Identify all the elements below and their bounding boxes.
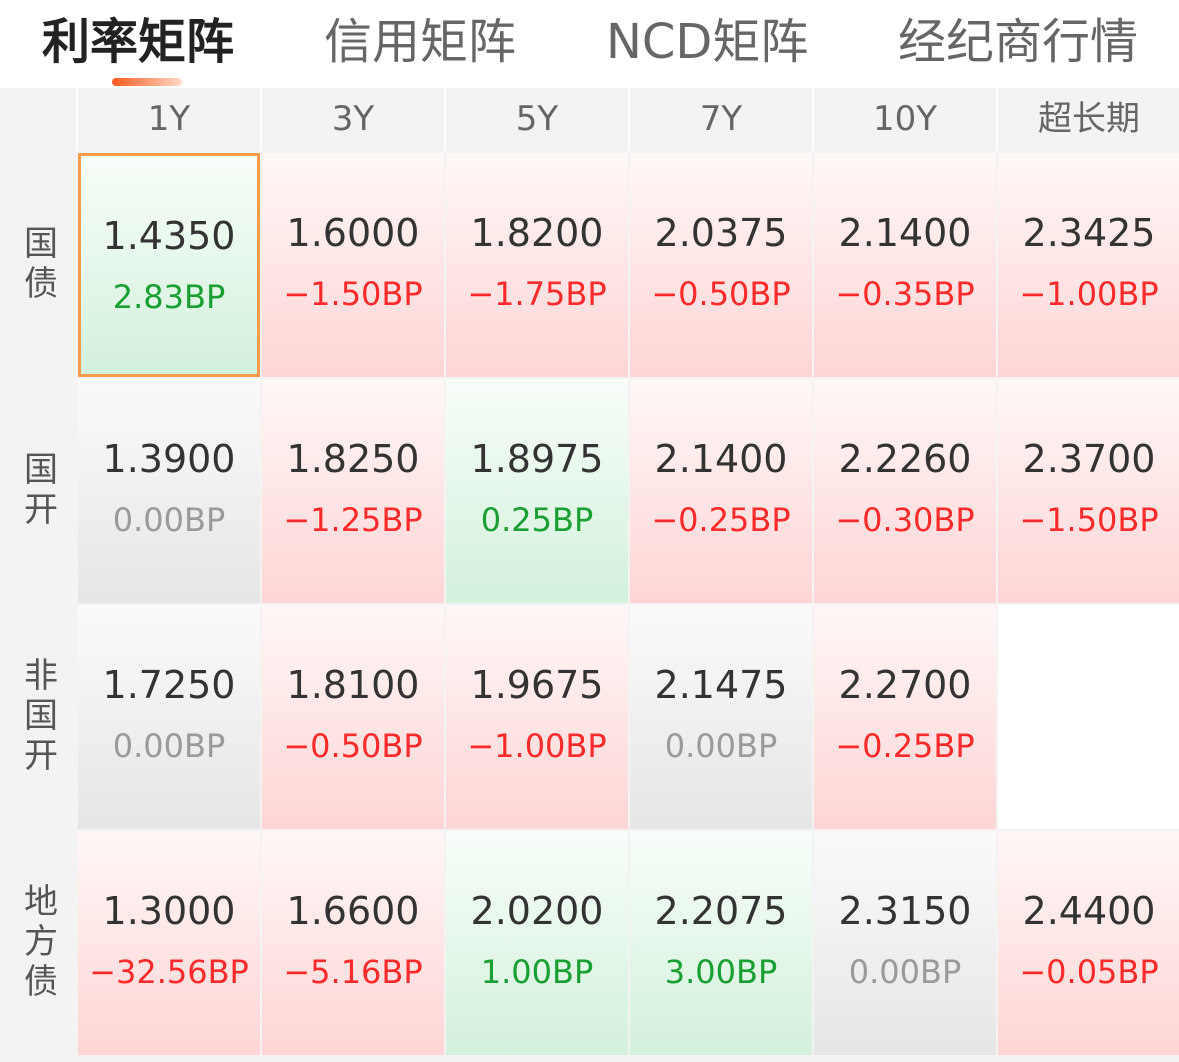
row-header-label: 地方债 [17, 883, 58, 1003]
yield-cell[interactable]: 2.3150 0.00BP [814, 831, 996, 1055]
yield-cell[interactable]: 1.3000 −32.56BP [78, 831, 260, 1055]
yield-cell[interactable]: 2.1400 −0.25BP [630, 379, 812, 603]
yield-value: 2.1475 [654, 663, 788, 707]
yield-cell[interactable]: 2.1400 −0.35BP [814, 153, 996, 377]
tab-ncd-matrix[interactable]: NCD矩阵 [606, 14, 809, 70]
column-header-10y: 10Y [814, 88, 996, 151]
tab-rate-matrix[interactable]: 利率矩阵 [42, 14, 235, 70]
active-tab-indicator [112, 78, 182, 86]
column-separator [260, 88, 262, 151]
yield-change: −1.00BP [467, 727, 607, 765]
yield-change: 0.00BP [664, 727, 778, 765]
yield-cell[interactable]: 2.3425 −1.00BP [998, 153, 1179, 377]
tab-bar: 利率矩阵 信用矩阵 NCD矩阵 经纪商行情 [0, 0, 1179, 88]
row-header-label: 国开 [17, 451, 58, 531]
yield-value: 2.4400 [1022, 889, 1156, 933]
rate-matrix-grid: 1Y 3Y 5Y 7Y 10Y 超长期国债 1.4350 2.83BP 1.6000 −1.50B… [0, 88, 1179, 1062]
yield-value: 2.3150 [838, 889, 972, 933]
yield-change: −5.16BP [283, 953, 423, 991]
yield-cell[interactable]: 1.8100 −0.50BP [262, 605, 444, 829]
column-separator [812, 88, 814, 151]
yield-change: −0.35BP [835, 275, 975, 313]
yield-value: 2.3700 [1022, 437, 1156, 481]
yield-value: 1.6000 [286, 211, 420, 255]
column-separator [628, 88, 630, 151]
yield-cell[interactable]: 2.2700 −0.25BP [814, 605, 996, 829]
row-header: 国开 [0, 379, 76, 603]
yield-change: −0.25BP [651, 501, 791, 539]
yield-change: 3.00BP [664, 953, 778, 991]
header-corner [0, 88, 76, 151]
yield-change: −1.50BP [283, 275, 423, 313]
yield-change: 2.83BP [112, 278, 226, 316]
yield-change: −0.05BP [1019, 953, 1159, 991]
yield-change: 0.00BP [112, 727, 226, 765]
yield-cell[interactable]: 1.8975 0.25BP [446, 379, 628, 603]
yield-change: −32.56BP [89, 953, 249, 991]
yield-cell[interactable]: 2.0375 −0.50BP [630, 153, 812, 377]
yield-value: 1.3000 [102, 889, 236, 933]
column-header-7y: 7Y [630, 88, 812, 151]
column-separator [444, 88, 446, 151]
yield-change: 0.00BP [112, 501, 226, 539]
yield-cell[interactable]: 2.2260 −0.30BP [814, 379, 996, 603]
column-separator [996, 88, 998, 151]
yield-change: −1.00BP [1019, 275, 1159, 313]
column-header-1y: 1Y [78, 88, 260, 151]
yield-change: 1.00BP [480, 953, 594, 991]
yield-cell[interactable]: 1.4350 2.83BP [78, 153, 260, 377]
yield-cell[interactable]: 1.7250 0.00BP [78, 605, 260, 829]
column-header-ultra-long: 超长期 [998, 88, 1179, 151]
yield-cell[interactable]: 1.6000 −1.50BP [262, 153, 444, 377]
column-separator [76, 88, 78, 151]
yield-cell[interactable]: 2.3700 −1.50BP [998, 379, 1179, 603]
yield-value: 2.2075 [654, 889, 788, 933]
yield-value: 1.4350 [102, 214, 236, 258]
empty-cell [998, 605, 1179, 829]
column-header-5y: 5Y [446, 88, 628, 151]
yield-cell[interactable]: 1.3900 0.00BP [78, 379, 260, 603]
yield-value: 1.8200 [470, 211, 604, 255]
yield-change: −1.25BP [283, 501, 423, 539]
yield-change: −0.50BP [283, 727, 423, 765]
yield-value: 2.1400 [838, 211, 972, 255]
yield-value: 2.3425 [1022, 211, 1156, 255]
yield-change: −0.50BP [651, 275, 791, 313]
yield-cell[interactable]: 1.6600 −5.16BP [262, 831, 444, 1055]
yield-change: −1.75BP [467, 275, 607, 313]
yield-value: 1.8100 [286, 663, 420, 707]
yield-value: 2.2700 [838, 663, 972, 707]
yield-value: 1.8975 [470, 437, 604, 481]
yield-cell[interactable]: 2.2075 3.00BP [630, 831, 812, 1055]
yield-change: 0.00BP [848, 953, 962, 991]
yield-change: −0.30BP [835, 501, 975, 539]
yield-value: 2.2260 [838, 437, 972, 481]
row-header: 非国开 [0, 605, 76, 829]
tab-broker-quotes[interactable]: 经纪商行情 [898, 14, 1139, 70]
yield-change: −0.25BP [835, 727, 975, 765]
row-header-label: 非国开 [17, 657, 58, 777]
yield-cell[interactable]: 2.4400 −0.05BP [998, 831, 1179, 1055]
row-header: 地方债 [0, 831, 76, 1055]
yield-value: 1.3900 [102, 437, 236, 481]
yield-value: 1.7250 [102, 663, 236, 707]
yield-change: −1.50BP [1019, 501, 1159, 539]
yield-cell[interactable]: 1.8250 −1.25BP [262, 379, 444, 603]
column-header-3y: 3Y [262, 88, 444, 151]
tab-credit-matrix[interactable]: 信用矩阵 [324, 14, 517, 70]
yield-cell[interactable]: 1.8200 −1.75BP [446, 153, 628, 377]
yield-change: 0.25BP [480, 501, 594, 539]
yield-cell[interactable]: 2.1475 0.00BP [630, 605, 812, 829]
yield-value: 2.0375 [654, 211, 788, 255]
yield-value: 2.0200 [470, 889, 604, 933]
yield-cell[interactable]: 1.9675 −1.00BP [446, 605, 628, 829]
yield-value: 1.6600 [286, 889, 420, 933]
row-header: 国债 [0, 153, 76, 377]
yield-value: 2.1400 [654, 437, 788, 481]
row-header-label: 国债 [17, 225, 58, 305]
yield-cell[interactable]: 2.0200 1.00BP [446, 831, 628, 1055]
yield-value: 1.8250 [286, 437, 420, 481]
yield-value: 1.9675 [470, 663, 604, 707]
